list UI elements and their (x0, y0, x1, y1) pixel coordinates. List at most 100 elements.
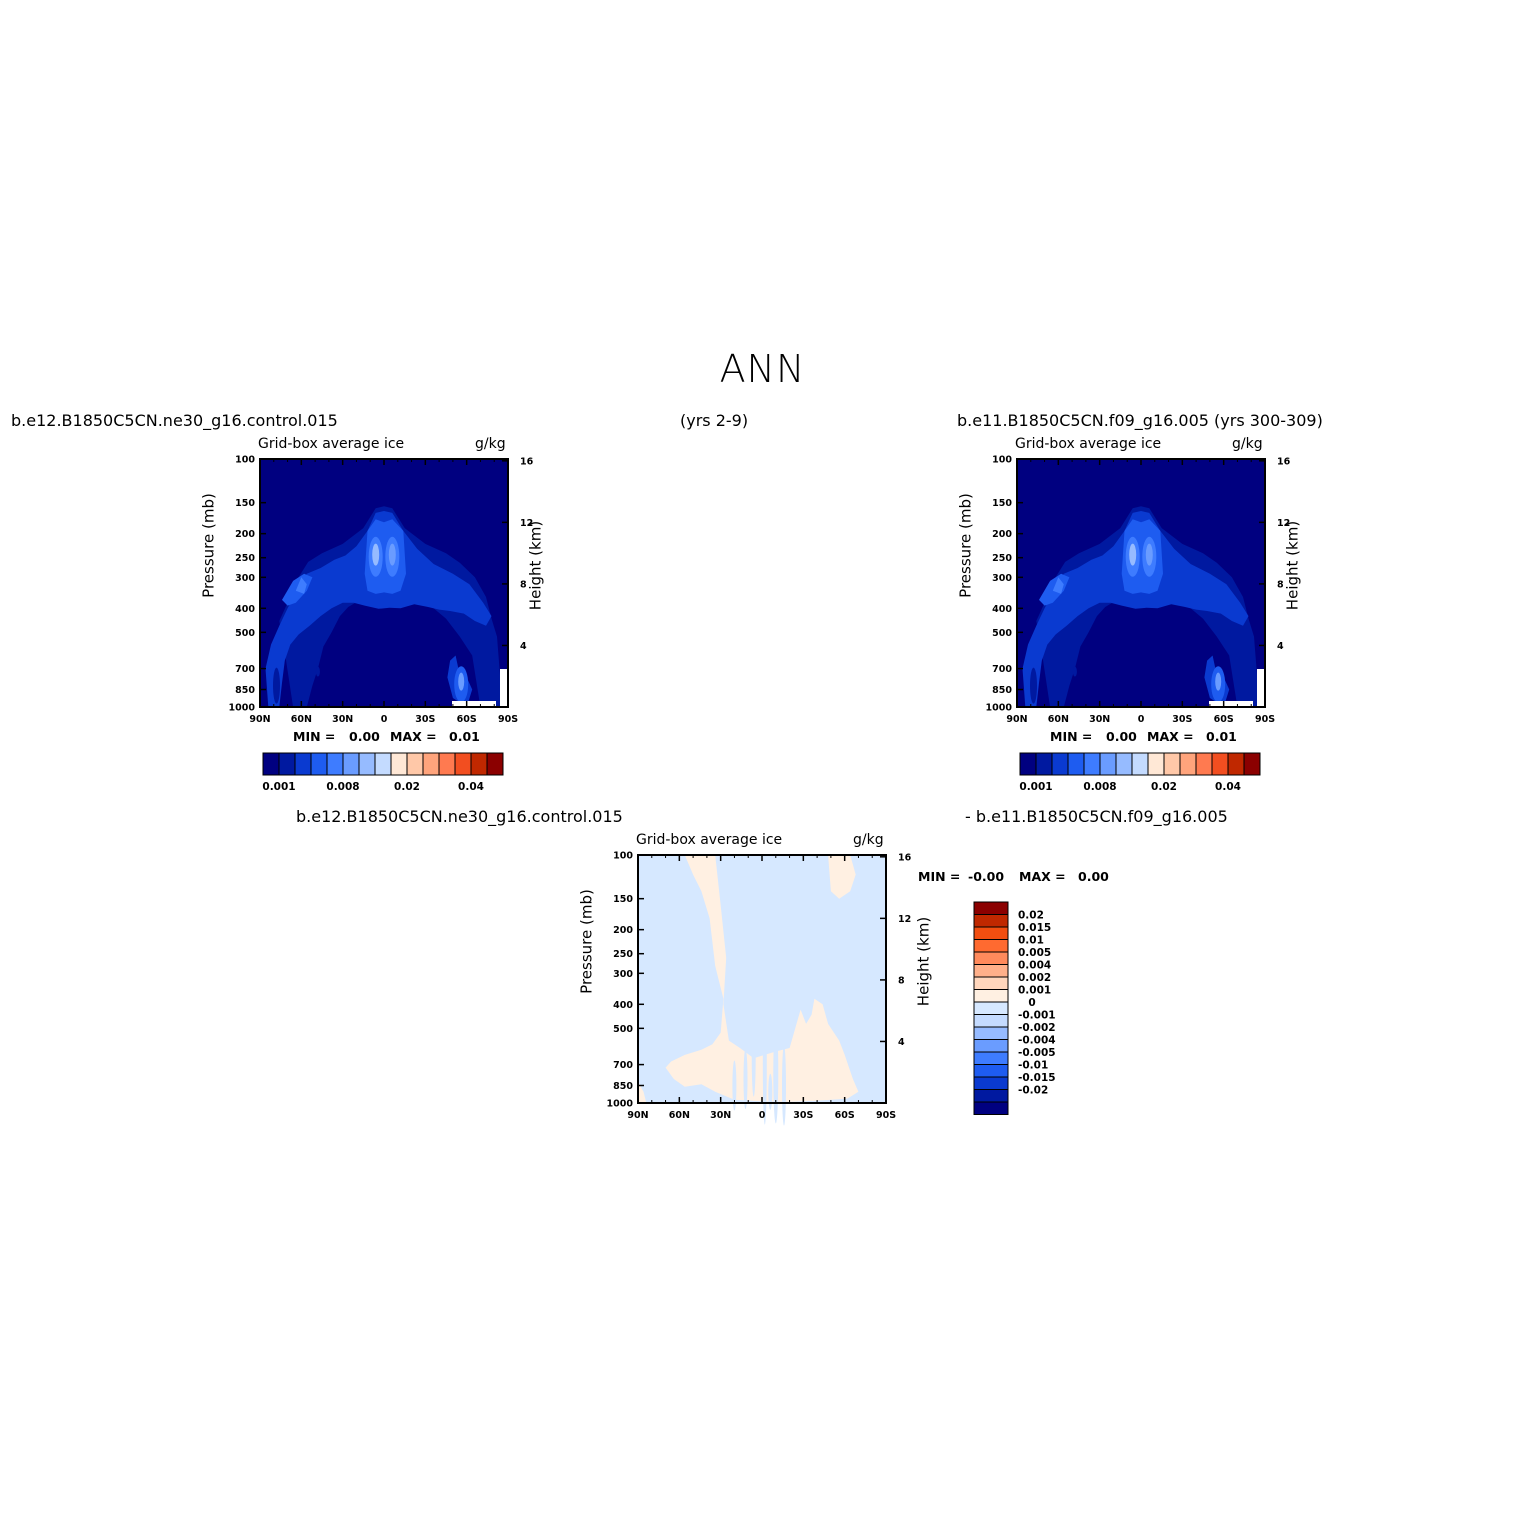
colorbar-box (278, 752, 296, 776)
plot-title: Grid-box average ice (1015, 436, 1162, 452)
contour-negative (773, 1023, 779, 1124)
y-tick-right-label: 16 (1277, 456, 1291, 467)
y-tick-label: 100 (613, 851, 633, 862)
x-tick-label: 0 (759, 1110, 766, 1121)
x-tick-label: 90S (876, 1110, 896, 1121)
case1-years: (yrs 2-9) (680, 411, 749, 430)
y-tick-label: 700 (613, 1060, 633, 1071)
colorbar-box (973, 939, 1009, 953)
x-tick-label: 90S (498, 714, 518, 725)
y-tick-label: 100 (235, 455, 255, 466)
missing-data (500, 669, 508, 707)
x-tick-label: 30S (793, 1110, 813, 1121)
y-tick-label: 850 (235, 685, 255, 696)
case1-name: b.e12.B1850C5CN.ne30_g16.control.015 (11, 411, 338, 430)
colorbar-label: -0.002 (1018, 1022, 1056, 1034)
colorbar-label: -0.005 (1018, 1047, 1056, 1059)
y-tick-right-label: 8 (898, 975, 905, 986)
y-tick-label: 150 (992, 498, 1012, 509)
colorbar-box (973, 1014, 1009, 1028)
colorbar-box (973, 964, 1009, 978)
colorbar-box (326, 752, 344, 776)
y-tick-label: 500 (235, 628, 255, 639)
colorbar-label: -0.015 (1018, 1072, 1056, 1084)
contour-negative (762, 1004, 767, 1125)
colorbar-box (342, 752, 360, 776)
colorbar-box (973, 1039, 1009, 1053)
colorbar-label: -0.001 (1018, 1010, 1056, 1022)
colorbar-box (1211, 752, 1229, 776)
min-value: 0.00 (349, 729, 380, 744)
y-tick-label: 1000 (229, 703, 256, 714)
y-tick-label: 300 (613, 969, 633, 980)
y-tick-right-label: 12 (898, 914, 911, 925)
min-label: MIN = (918, 869, 961, 884)
y-tick-label: 700 (992, 664, 1012, 675)
colorbar: 0.001 0.008 0.02 0.04 (262, 752, 504, 793)
y-tick-label: 500 (992, 628, 1012, 639)
colorbar-box (973, 989, 1009, 1003)
y-tick-right-label: 8 (1277, 579, 1284, 590)
colorbar-box (973, 1026, 1009, 1040)
colorbar-label: 0.015 (1018, 922, 1051, 934)
colorbar-label: -0.004 (1018, 1035, 1056, 1047)
colorbar-box (1147, 752, 1165, 776)
diff-case-left: b.e12.B1850C5CN.ne30_g16.control.015 (296, 807, 623, 826)
x-tick-label: 90N (1006, 714, 1027, 725)
missing-data (1257, 669, 1265, 707)
contour-positive (665, 855, 859, 1102)
colorbar-label: 0.02 (394, 781, 420, 793)
y-tick-label: 700 (235, 664, 255, 675)
colorbar-box (422, 752, 440, 776)
contour-negative (768, 1073, 773, 1110)
colorbar-box (1243, 752, 1261, 776)
y-tick-label: 150 (235, 498, 255, 509)
x-tick-label: 90S (1255, 714, 1275, 725)
colorbar-box (1083, 752, 1101, 776)
colorbar-label: -0.01 (1018, 1060, 1048, 1072)
contour-level-5c (388, 543, 396, 566)
y-tick-right-label: 16 (898, 852, 912, 863)
y-tick-right-label: 4 (520, 641, 527, 652)
colorbar-box (1099, 752, 1117, 776)
y-tick-label: 400 (235, 604, 255, 615)
plot-units: g/kg (475, 436, 506, 452)
x-tick-label: 90N (627, 1110, 648, 1121)
colorbar-box (1051, 752, 1069, 776)
x-tick-label: 30N (710, 1110, 731, 1121)
colorbar-label: 0.004 (1018, 960, 1051, 972)
colorbar-box (973, 1089, 1009, 1103)
diff-case-right: - b.e11.B1850C5CN.f09_g16.005 (965, 807, 1228, 826)
colorbar-box (1163, 752, 1181, 776)
y-tick-right-label: 8 (520, 579, 527, 590)
x-tick-label: 60S (835, 1110, 855, 1121)
y-tick-label: 850 (613, 1081, 633, 1092)
y-tick-label: 250 (235, 553, 255, 564)
axes: 90N 60N 30N 0 30S 60S 90S 100 150 200 250 300 400 500… (986, 455, 1291, 726)
y-tick-right-label: 4 (1277, 641, 1284, 652)
colorbar-box (973, 901, 1009, 915)
contour-negative (782, 1045, 786, 1126)
contour-plot: 90N 60N 30N 0 30S 60S 90S 100 150 200 250 300 400 500… (607, 851, 912, 1126)
y-tick-label: 200 (613, 925, 633, 936)
contour-level-5b (458, 672, 465, 691)
x-tick-label: 60N (1048, 714, 1069, 725)
colorbar-label: 0.02 (1151, 781, 1177, 793)
y-tick-label: 250 (613, 949, 633, 960)
colorbar-vertical: 0.020.0150.010.0050.0040.0020.0010-0.001… (973, 901, 1056, 1115)
min-label: MIN = (1050, 729, 1093, 744)
colorbar-box (438, 752, 456, 776)
x-tick-label: 30S (415, 714, 435, 725)
colorbar-box (973, 976, 1009, 990)
colorbar-label: 0 (1028, 997, 1035, 1009)
plot-units: g/kg (853, 832, 884, 848)
x-tick-label: 30N (332, 714, 353, 725)
main-title: ANN (719, 347, 806, 391)
colorbar-label: 0.04 (458, 781, 484, 793)
colorbar-label: 0.02 (1018, 910, 1044, 922)
colorbar: 0.001 0.008 0.02 0.04 (1019, 752, 1261, 793)
colorbar-label: 0.002 (1018, 972, 1051, 984)
colorbar-box (374, 752, 392, 776)
contour-level-4 (1052, 577, 1064, 594)
colorbar-label: 0.005 (1018, 947, 1051, 959)
